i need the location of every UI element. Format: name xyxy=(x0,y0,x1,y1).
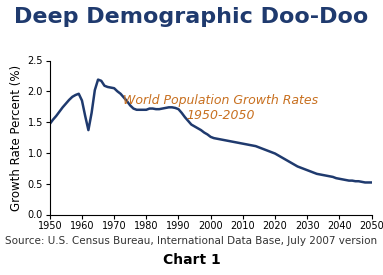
Text: World Population Growth Rates
1950-2050: World Population Growth Rates 1950-2050 xyxy=(123,94,318,122)
Text: Deep Demographic Doo-Doo: Deep Demographic Doo-Doo xyxy=(15,7,368,27)
Y-axis label: Growth Rate Percent (%): Growth Rate Percent (%) xyxy=(10,64,23,211)
Text: Chart 1: Chart 1 xyxy=(163,253,220,267)
Text: Source: U.S. Census Bureau, International Data Base, July 2007 version: Source: U.S. Census Bureau, Internationa… xyxy=(5,236,378,246)
